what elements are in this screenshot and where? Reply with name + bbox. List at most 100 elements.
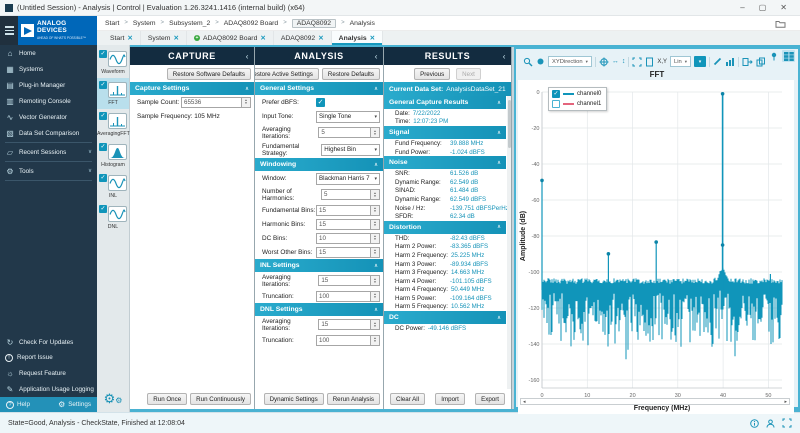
rerun-analysis-button[interactable]: Rerun Analysis (327, 393, 380, 405)
section-bar-dnl-settings[interactable]: DNL Settings∧ (255, 303, 383, 316)
select-input-tone[interactable]: Single Tone▾ (316, 111, 380, 123)
results-section-bar-dc[interactable]: DC∧ (384, 311, 506, 324)
expand-icon[interactable] (782, 418, 792, 428)
restore-defaults-button[interactable]: Restore Defaults (322, 68, 380, 80)
spinner-fundamental-bins[interactable]: ▲▼ (371, 205, 380, 216)
sample-count-input[interactable]: 65536 (181, 97, 242, 108)
breadcrumb-item-start[interactable]: Start (105, 20, 119, 27)
spinner-truncation[interactable]: ▲▼ (371, 291, 380, 302)
copy-icon[interactable] (756, 57, 766, 67)
next-dataset-button[interactable]: Next (456, 68, 481, 80)
tool-checkbox-averagingfft[interactable]: ✓ (99, 112, 107, 120)
section-bar-windowing[interactable]: Windowing∧ (255, 158, 383, 171)
spin-down-icon[interactable]: ▼ (374, 281, 377, 284)
chart-horizontal-scrollbar[interactable]: ◂ ▸ (520, 398, 790, 405)
tab-close-icon[interactable]: ✕ (318, 34, 323, 42)
tab-start[interactable]: Start✕ (103, 31, 141, 45)
input-averaging-iterations[interactable]: 15 (318, 319, 371, 330)
input-averaging-iterations[interactable]: 15 (318, 275, 371, 286)
select-fundamental-strategy[interactable]: Highest Bin▾ (321, 144, 380, 156)
active-tool-button[interactable]: ▾ (694, 56, 706, 67)
strip-settings-gears-icon[interactable]: ⚙⚙ (97, 391, 129, 407)
tab-analysis[interactable]: Analysis✕ (332, 31, 383, 45)
spinner-harmonic-bins[interactable]: ▲▼ (371, 219, 380, 230)
section-bar-inl-settings[interactable]: INL Settings∧ (255, 259, 383, 272)
capture-settings-section-bar[interactable]: Capture Settings∧ (130, 82, 254, 95)
menu-hamburger-icon[interactable] (0, 16, 18, 45)
close-button[interactable]: ✕ (780, 3, 787, 12)
sidebar-item-data-set-comparison[interactable]: ▧Data Set Comparison (0, 125, 97, 141)
spin-down-icon[interactable]: ▼ (374, 210, 377, 213)
tool-strip-item-histogram[interactable]: ✓Histogram (97, 140, 129, 171)
input-fundamental-bins[interactable]: 15 (316, 205, 371, 216)
spinner-averaging-iterations[interactable]: ▲▼ (371, 319, 380, 330)
run-once-button[interactable]: Run Once (147, 393, 187, 405)
legend-checkbox-channel0[interactable]: ✓ (552, 90, 560, 98)
tool-strip-item-inl[interactable]: ✓INL (97, 171, 129, 202)
clear-all-button[interactable]: Clear All (390, 393, 425, 405)
input-truncation[interactable]: 100 (316, 291, 371, 302)
spin-down-icon[interactable]: ▼ (374, 224, 377, 227)
session-folder-icon[interactable] (775, 19, 786, 28)
section-bar-general-settings[interactable]: General Settings∧ (255, 82, 383, 95)
legend-checkbox-channel1[interactable] (552, 100, 560, 108)
sidebar-item-home[interactable]: ⌂Home (0, 45, 97, 61)
sidebar-item-plug-in-manager[interactable]: ▤Plug-in Manager (0, 77, 97, 93)
capture-collapse-icon[interactable]: ‹ (246, 52, 249, 61)
tool-strip-item-fft[interactable]: ✓FFT (97, 78, 129, 109)
sidebar-item-request-feature[interactable]: ☼Request Feature (0, 365, 97, 381)
help-button[interactable]: ? Help (6, 401, 30, 409)
tab-adaq8092-board[interactable]: +ADAQ8092 Board✕ (187, 31, 274, 45)
sidebar-item-tools[interactable]: ⚙Tools∨ (0, 163, 97, 179)
export-icon[interactable] (742, 57, 753, 67)
sidebar-item-report-issue[interactable]: !Report Issue (0, 350, 97, 365)
horizontal-scale-icon[interactable]: ↔ (612, 58, 619, 65)
tool-strip-item-averagingfft[interactable]: ✓AveragingFFT (97, 109, 129, 140)
breadcrumb-item-adaq8092-board[interactable]: ADAQ8092 Board (224, 20, 278, 27)
dynamic-settings-button[interactable]: Dynamic Settings (264, 393, 324, 405)
settings-button[interactable]: ⚙ Settings (58, 400, 91, 409)
input-number-of-harmonics[interactable]: 5 (321, 189, 371, 200)
tool-checkbox-inl[interactable]: ✓ (99, 174, 107, 182)
sidebar-item-recent-sessions[interactable]: ▱Recent Sessions∨ (0, 144, 97, 160)
input-worst-other-bins[interactable]: 15 (316, 247, 371, 258)
input-dc-bins[interactable]: 10 (316, 233, 371, 244)
spin-down-icon[interactable]: ▼ (374, 340, 377, 343)
zoom-icon[interactable] (523, 57, 533, 67)
tool-checkbox-histogram[interactable]: ✓ (99, 143, 107, 151)
breadcrumb-item-system[interactable]: System (133, 20, 156, 27)
input-truncation[interactable]: 100 (316, 335, 371, 346)
sidebar-item-check-for-updates[interactable]: ↻Check For Updates (0, 334, 97, 350)
spinner-number-of-harmonics[interactable]: ▲▼ (371, 189, 380, 200)
breadcrumb-item-analysis[interactable]: Analysis (350, 20, 375, 27)
spin-down-icon[interactable]: ▼ (374, 252, 377, 255)
results-section-bar-general-capture-results[interactable]: General Capture Results∧ (384, 96, 506, 109)
spin-down-icon[interactable]: ▼ (374, 133, 377, 136)
restore-active-settings-button[interactable]: Restore Active Settings (255, 68, 319, 80)
chart-type-icon[interactable] (725, 57, 735, 67)
spinner-averaging-iterations[interactable]: ▲▼ (371, 127, 380, 138)
tool-checkbox-dnl[interactable]: ✓ (99, 205, 107, 213)
cursor-dot-icon[interactable] (536, 57, 545, 66)
spin-down-icon[interactable]: ▼ (374, 325, 377, 328)
select-window[interactable]: Blackman Harris 7▾ (316, 173, 380, 185)
tab-close-icon[interactable]: ✕ (127, 34, 132, 42)
spin-down-icon[interactable]: ▼ (374, 195, 377, 198)
tool-strip-item-dnl[interactable]: ✓DNL (97, 202, 129, 233)
tab-close-icon[interactable]: ✕ (260, 34, 265, 42)
sidebar-item-systems[interactable]: ▦Systems (0, 61, 97, 77)
spin-down-icon[interactable]: ▼ (374, 296, 377, 299)
tab-close-icon[interactable]: ✕ (173, 34, 178, 42)
fit-view-icon[interactable] (632, 57, 642, 67)
analysis-collapse-icon[interactable]: ‹ (375, 52, 378, 61)
spinner-truncation[interactable]: ▲▼ (371, 335, 380, 346)
scroll-right-arrow-icon[interactable]: ▸ (784, 399, 787, 405)
spin-down-icon[interactable]: ▼ (374, 238, 377, 241)
spinner-averaging-iterations[interactable]: ▲▼ (371, 275, 380, 286)
sidebar-item-vector-generator[interactable]: ∿Vector Generator (0, 109, 97, 125)
linear-scale-dropdown[interactable]: Lin▾ (670, 56, 691, 67)
sample-count-spinner[interactable]: ▲▼ (242, 97, 251, 108)
user-icon[interactable] (766, 419, 775, 428)
spinner-dc-bins[interactable]: ▲▼ (371, 233, 380, 244)
previous-dataset-button[interactable]: Previous (414, 68, 450, 80)
